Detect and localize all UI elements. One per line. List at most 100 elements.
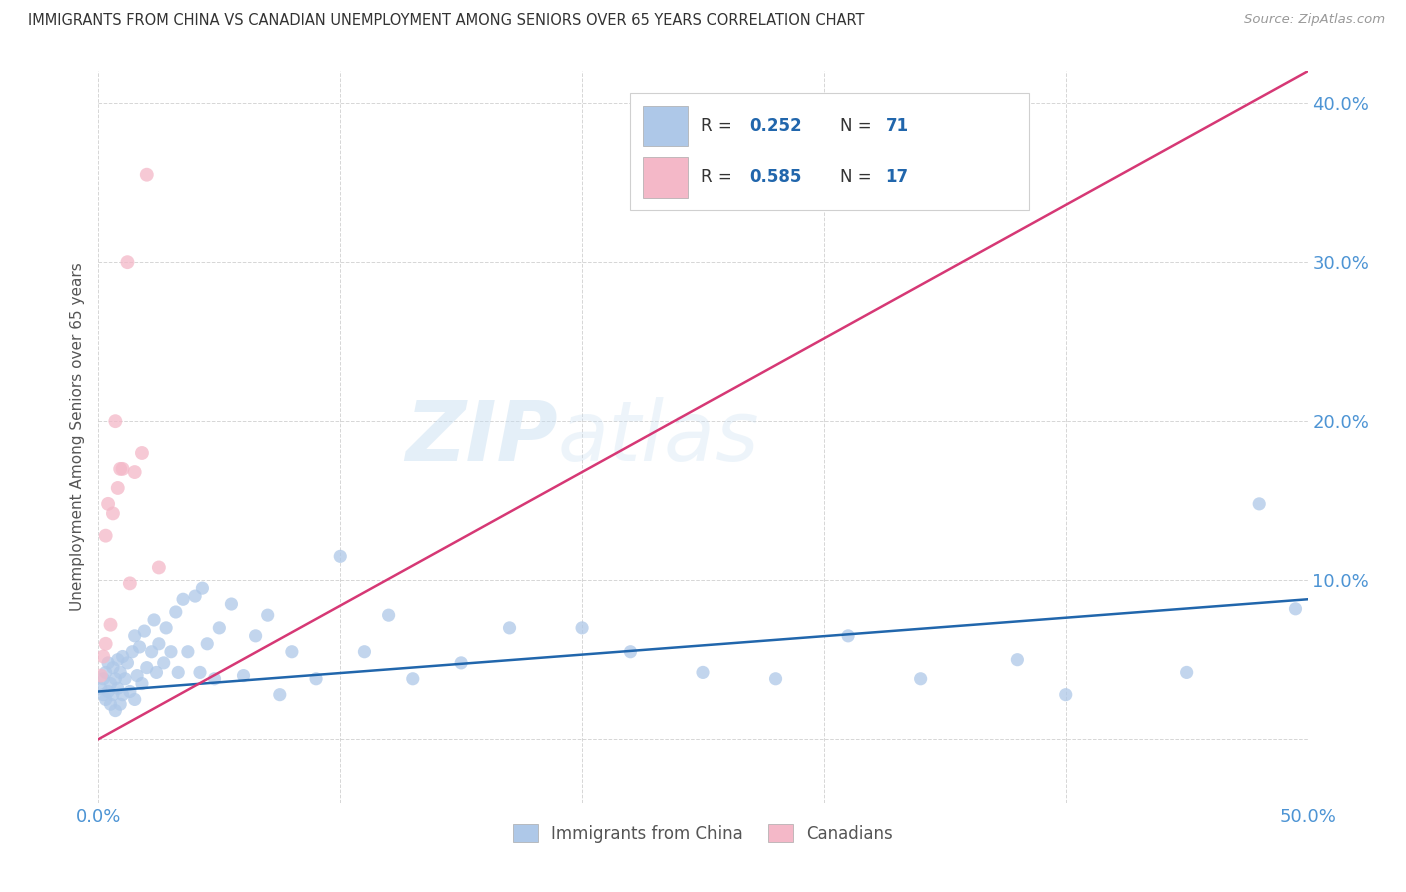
Point: [111, 462, 134, 476]
Point: [107, 481, 129, 495]
Point: [94, 692, 117, 706]
Point: [160, 645, 183, 659]
Point: [221, 597, 243, 611]
Point: [148, 637, 170, 651]
Point: [143, 613, 166, 627]
Point: [256, 608, 278, 623]
Point: [124, 692, 146, 706]
Point: [195, 637, 218, 651]
Point: [145, 665, 167, 680]
Point: [402, 672, 425, 686]
Point: [91, 672, 114, 686]
Point: [1249, 497, 1271, 511]
Point: [124, 629, 146, 643]
Point: [571, 621, 593, 635]
Point: [94, 637, 117, 651]
Point: [104, 672, 127, 686]
Point: [172, 592, 194, 607]
FancyBboxPatch shape: [643, 106, 689, 146]
Point: [141, 645, 163, 659]
Point: [204, 672, 226, 686]
FancyBboxPatch shape: [630, 94, 1029, 211]
Point: [100, 676, 122, 690]
Point: [450, 656, 472, 670]
Point: [101, 688, 124, 702]
Text: 17: 17: [886, 169, 908, 186]
Point: [97, 684, 120, 698]
Point: [124, 465, 146, 479]
Point: [108, 462, 131, 476]
Point: [121, 645, 143, 659]
Text: R =: R =: [700, 169, 737, 186]
Point: [155, 621, 177, 635]
Point: [104, 704, 127, 718]
Point: [97, 656, 120, 670]
Text: 0.252: 0.252: [749, 117, 801, 136]
Point: [117, 255, 139, 269]
Point: [208, 621, 231, 635]
Point: [118, 576, 141, 591]
Point: [100, 697, 122, 711]
Point: [148, 560, 170, 574]
Point: [127, 668, 149, 682]
Point: [111, 649, 134, 664]
Point: [97, 497, 120, 511]
Point: [94, 529, 117, 543]
Point: [108, 665, 131, 680]
Point: [1175, 665, 1198, 680]
Point: [1007, 653, 1029, 667]
Point: [131, 446, 153, 460]
Point: [281, 645, 304, 659]
Point: [152, 656, 174, 670]
Point: [117, 656, 139, 670]
Legend: Immigrants from China, Canadians: Immigrants from China, Canadians: [506, 818, 900, 849]
Point: [910, 672, 932, 686]
Point: [188, 665, 211, 680]
Point: [91, 649, 114, 664]
Point: [135, 660, 157, 674]
Point: [619, 645, 641, 659]
Point: [101, 660, 124, 674]
Point: [837, 629, 859, 643]
Point: [191, 581, 214, 595]
Point: [90, 668, 112, 682]
Point: [104, 414, 127, 428]
Text: atlas: atlas: [558, 397, 759, 477]
Point: [184, 589, 207, 603]
Point: [167, 665, 190, 680]
Point: [128, 640, 150, 654]
Text: N =: N =: [839, 117, 876, 136]
Point: [269, 688, 291, 702]
Point: [765, 672, 787, 686]
Point: [114, 672, 136, 686]
Point: [1054, 688, 1077, 702]
Point: [131, 676, 153, 690]
Point: [91, 688, 114, 702]
Point: [100, 617, 122, 632]
Text: ZIP: ZIP: [405, 397, 558, 477]
Point: [232, 668, 254, 682]
Point: [111, 688, 134, 702]
Point: [94, 665, 117, 680]
Point: [305, 672, 328, 686]
Point: [135, 168, 157, 182]
Point: [377, 608, 399, 623]
Point: [1284, 602, 1306, 616]
Point: [90, 681, 112, 696]
Text: N =: N =: [839, 169, 876, 186]
Point: [107, 653, 129, 667]
Text: Source: ZipAtlas.com: Source: ZipAtlas.com: [1244, 13, 1385, 27]
Point: [108, 697, 131, 711]
Point: [692, 665, 714, 680]
Point: [245, 629, 267, 643]
Point: [329, 549, 352, 564]
Text: 71: 71: [886, 117, 908, 136]
Y-axis label: Unemployment Among Seniors over 65 years: Unemployment Among Seniors over 65 years: [69, 263, 84, 611]
Point: [353, 645, 375, 659]
FancyBboxPatch shape: [643, 157, 689, 197]
Point: [177, 645, 200, 659]
Point: [134, 624, 156, 638]
Point: [165, 605, 187, 619]
Text: IMMIGRANTS FROM CHINA VS CANADIAN UNEMPLOYMENT AMONG SENIORS OVER 65 YEARS CORRE: IMMIGRANTS FROM CHINA VS CANADIAN UNEMPL…: [28, 13, 865, 29]
Point: [498, 621, 520, 635]
